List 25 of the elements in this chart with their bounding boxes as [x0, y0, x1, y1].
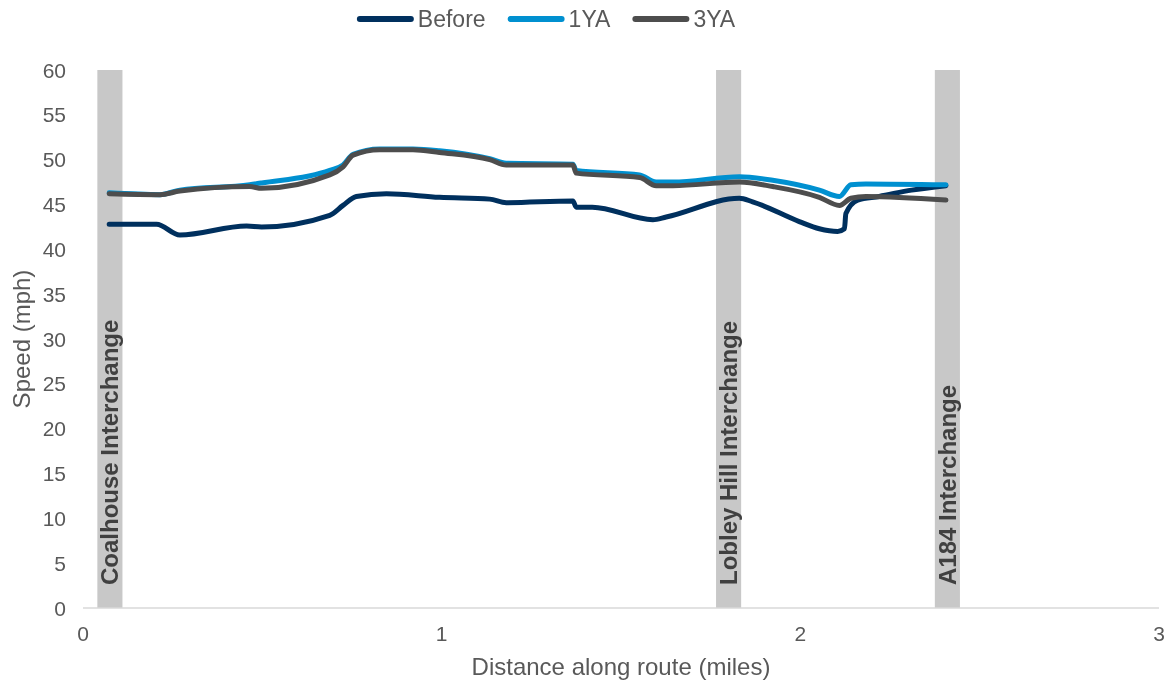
- y-tick-label: 25: [42, 372, 66, 396]
- legend-label: 3YA: [693, 6, 736, 32]
- y-tick-label: 20: [42, 417, 66, 441]
- y-tick-label: 35: [42, 282, 66, 306]
- band-label: A184 Interchange: [933, 384, 961, 585]
- band-label: Coalhouse Interchange: [96, 319, 124, 585]
- y-tick-label: 0: [54, 596, 66, 620]
- y-tick-label: 50: [42, 148, 66, 172]
- y-tick-label: 60: [42, 58, 66, 82]
- y-tick-label: 15: [42, 462, 66, 485]
- y-tick-label: 10: [42, 506, 66, 530]
- y-tick-label: 55: [42, 103, 66, 127]
- x-axis-title: Distance along route (miles): [471, 653, 771, 680]
- legend-label: Before: [417, 6, 486, 32]
- y-tick-label: 5: [54, 551, 66, 575]
- x-tick-label: 0: [77, 622, 89, 645]
- legend-label: 1YA: [568, 6, 612, 32]
- band-label: Lobley Hill Interchange: [715, 320, 743, 585]
- x-tick-label: 1: [435, 622, 448, 645]
- y-tick-label: 45: [42, 193, 66, 216]
- y-tick-label: 30: [42, 327, 66, 351]
- y-axis-title: Speed (mph): [7, 269, 35, 409]
- x-tick-label: 2: [794, 622, 807, 645]
- x-tick-label: 3: [1153, 622, 1165, 645]
- y-tick-label: 40: [42, 237, 66, 261]
